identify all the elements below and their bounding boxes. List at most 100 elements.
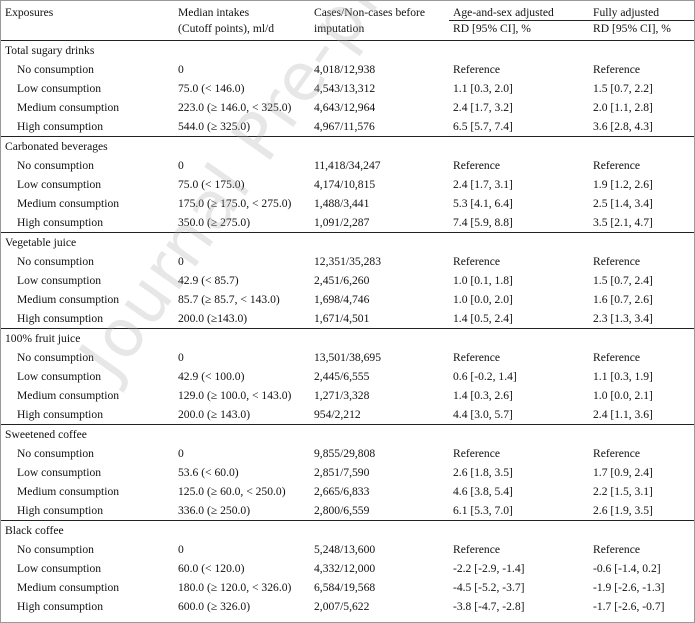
rd-age-sex-cell: 6.1 [5.3, 7.0] <box>453 504 513 517</box>
rd-fully-adjusted-cell: 1.5 [0.7, 2.4] <box>593 274 653 287</box>
exposure-level-cell: Medium consumption <box>17 197 120 210</box>
table-row: High consumption 544.0 (≥ 325.0) 4,967/11,… <box>1 117 694 137</box>
table-row: Low consumption 42.9 (< 85.7) 2,451/6,260 1… <box>1 271 694 290</box>
table-row: Medium consumption 175.0 (≥ 175.0, < 275.… <box>1 194 694 213</box>
median-intake-cell: 125.0 (≥ 60.0, < 250.0) <box>178 485 286 498</box>
exposure-level-cell: High consumption <box>17 504 103 517</box>
rd-fully-adjusted-cell: 1.1 [0.3, 1.9] <box>593 370 653 383</box>
exposure-level-cell: High consumption <box>17 312 103 325</box>
cases-noncases-cell: 6,584/19,568 <box>314 581 376 594</box>
cases-noncases-cell: 1,671/4,501 <box>314 312 370 325</box>
exposure-level-cell: Medium consumption <box>17 485 120 498</box>
median-intake-cell: 60.0 (< 120.0) <box>178 562 245 575</box>
table-row: Medium consumption 85.7 (≥ 85.7, < 143.0)… <box>1 290 694 309</box>
group-name: 100% fruit juice <box>1 328 694 348</box>
exposure-level-cell: High consumption <box>17 408 103 421</box>
cases-noncases-cell: 2,851/7,590 <box>314 466 370 479</box>
rd-age-sex-cell: -2.2 [-2.9, -1.4] <box>453 562 525 575</box>
rd-age-sex-cell: Reference <box>453 447 500 460</box>
table-row: No consumption 0 12,351/35,283 Reference Ref… <box>1 252 694 271</box>
exposure-level-cell: Low consumption <box>17 274 102 287</box>
cases-noncases-cell: 5,248/13,600 <box>314 543 376 556</box>
exposure-level-cell: No consumption <box>17 159 94 172</box>
cases-noncases-cell: 13,501/38,695 <box>314 351 381 364</box>
median-intake-cell: 75.0 (< 146.0) <box>178 82 245 95</box>
rd-fully-adjusted-cell: 1.5 [0.7, 2.2] <box>593 82 653 95</box>
rd-age-sex-cell: 1.4 [0.5, 2.4] <box>453 312 513 325</box>
table-row: Medium consumption 129.0 (≥ 100.0, < 143.… <box>1 386 694 405</box>
rd-fully-adjusted-cell: -0.6 [-1.4, 0.2] <box>593 562 661 575</box>
group-name: Carbonated beverages <box>1 136 694 156</box>
exposure-level-cell: Medium consumption <box>17 293 120 306</box>
group-name: Sweetened coffee <box>1 424 694 444</box>
table-row: Low consumption 75.0 (< 146.0) 4,543/13,31… <box>1 79 694 98</box>
median-intake-cell: 129.0 (≥ 100.0, < 143.0) <box>178 389 292 402</box>
rd-age-sex-cell: -4.5 [-5.2, -3.7] <box>453 581 525 594</box>
rd-age-sex-cell: 6.5 [5.7, 7.4] <box>453 120 513 133</box>
median-intake-cell: 53.6 (< 60.0) <box>178 466 239 479</box>
exposure-level-cell: Low consumption <box>17 82 102 95</box>
header-cutoff-points: (Cutoff points), ml/d <box>174 20 310 41</box>
exposure-level-cell: No consumption <box>17 255 94 268</box>
rd-fully-adjusted-cell: 1.0 [0.0, 2.1] <box>593 389 653 402</box>
cases-noncases-cell: 4,018/12,938 <box>314 63 376 76</box>
rd-age-sex-cell: 4.6 [3.8, 5.4] <box>453 485 513 498</box>
median-intake-cell: 175.0 (≥ 175.0, < 275.0) <box>178 197 292 210</box>
table-row: No consumption 0 13,501/38,695 Reference Ref… <box>1 348 694 367</box>
rd-fully-adjusted-cell: -1.9 [-2.6, -1.3] <box>593 581 665 594</box>
exposure-level-cell: Medium consumption <box>17 101 120 114</box>
exposure-level-cell: Low consumption <box>17 562 102 575</box>
table-row: Low consumption 53.6 (< 60.0) 2,851/7,590 2… <box>1 463 694 482</box>
median-intake-cell: 0 <box>178 255 184 268</box>
header-rd-ci-age-sex: RD [95% CI], % <box>449 20 589 41</box>
rd-fully-adjusted-cell: 1.6 [0.7, 2.6] <box>593 293 653 306</box>
rd-fully-adjusted-cell: 2.2 [1.5, 3.1] <box>593 485 653 498</box>
rd-fully-adjusted-cell: 1.7 [0.9, 2.4] <box>593 466 653 479</box>
table-row: Medium consumption 223.0 (≥ 146.0, < 325.… <box>1 98 694 117</box>
rd-age-sex-cell: 1.1 [0.3, 2.0] <box>453 82 513 95</box>
table-row: High consumption 336.0 (≥ 250.0) 2,800/6,5… <box>1 501 694 521</box>
exposure-level-cell: High consumption <box>17 600 103 613</box>
table-row: High consumption 600.0 (≥ 326.0) 2,007/5,6… <box>1 597 694 616</box>
rd-age-sex-cell: 7.4 [5.9, 8.8] <box>453 216 513 229</box>
cases-noncases-cell: 4,543/13,312 <box>314 82 376 95</box>
group-name: Vegetable juice <box>1 232 694 252</box>
cases-noncases-cell: 2,007/5,622 <box>314 600 370 613</box>
table-row: No consumption 0 5,248/13,600 Reference Refe… <box>1 540 694 559</box>
table-row: High consumption 200.0 (≥143.0) 1,671/4,50… <box>1 309 694 329</box>
table-header: Exposures Median intakes Cases/Non-cases… <box>1 1 694 41</box>
rd-age-sex-cell: Reference <box>453 543 500 556</box>
rd-age-sex-cell: 5.3 [4.1, 6.4] <box>453 197 513 210</box>
median-intake-cell: 0 <box>178 63 184 76</box>
exposure-level-cell: Low consumption <box>17 178 102 191</box>
rd-fully-adjusted-cell: 1.9 [1.2, 2.6] <box>593 178 653 191</box>
rd-fully-adjusted-cell: 3.5 [2.1, 4.7] <box>593 216 653 229</box>
group-header-row: Vegetable juice <box>1 232 694 252</box>
cases-noncases-cell: 1,488/3,441 <box>314 197 370 210</box>
rd-fully-adjusted-cell: Reference <box>593 543 640 556</box>
cases-noncases-cell: 11,418/34,247 <box>314 159 381 172</box>
median-intake-cell: 336.0 (≥ 250.0) <box>178 504 251 517</box>
rd-fully-adjusted-cell: 2.4 [1.1, 3.6] <box>593 408 653 421</box>
exposure-level-cell: High consumption <box>17 120 103 133</box>
header-exposures: Exposures <box>5 6 54 19</box>
cases-noncases-cell: 9,855/29,808 <box>314 447 376 460</box>
rd-fully-adjusted-cell: Reference <box>593 447 640 460</box>
cases-noncases-cell: 2,451/6,260 <box>314 274 370 287</box>
median-intake-cell: 0 <box>178 447 184 460</box>
cases-noncases-cell: 2,665/6,833 <box>314 485 370 498</box>
cases-noncases-cell: 1,698/4,746 <box>314 293 370 306</box>
header-cases-line2: imputation <box>310 20 449 41</box>
median-intake-cell: 200.0 (≥ 143.0) <box>178 408 251 421</box>
table-row: Low consumption 75.0 (< 175.0) 4,174/10,81… <box>1 175 694 194</box>
cases-noncases-cell: 1,271/3,328 <box>314 389 370 402</box>
rd-fully-adjusted-cell: 2.0 [1.1, 2.8] <box>593 101 653 114</box>
median-intake-cell: 75.0 (< 175.0) <box>178 178 245 191</box>
exposure-level-cell: No consumption <box>17 63 94 76</box>
median-intake-cell: 42.9 (< 85.7) <box>178 274 239 287</box>
cases-noncases-cell: 2,445/6,555 <box>314 370 370 383</box>
group-name: Total sugary drinks <box>1 40 694 60</box>
cases-noncases-cell: 4,643/12,964 <box>314 101 376 114</box>
median-intake-cell: 600.0 (≥ 326.0) <box>178 600 251 613</box>
